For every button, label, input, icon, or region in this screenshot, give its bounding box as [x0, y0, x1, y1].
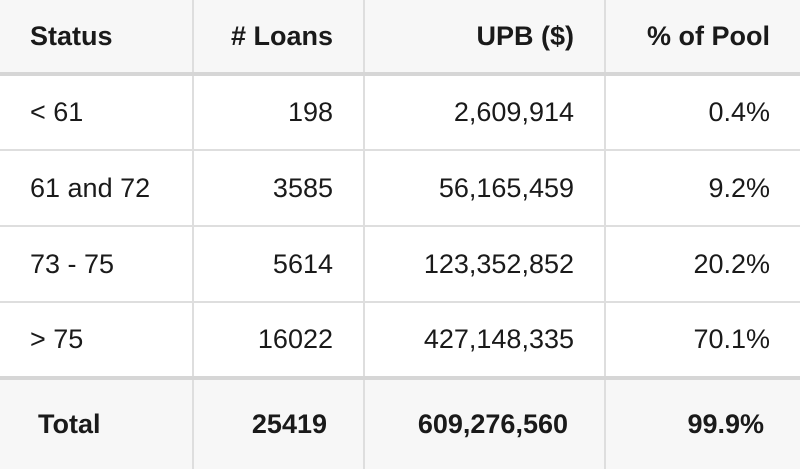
- cell-pool-pct: 9.2%: [604, 149, 800, 227]
- cell-upb: 2,609,914: [363, 73, 606, 151]
- table-row: > 75 16022 427,148,335 70.1%: [0, 301, 800, 378]
- header-row: Status # Loans UPB ($) % of Pool: [0, 0, 800, 76]
- total-pool-pct: 99.9%: [604, 376, 800, 469]
- table-header: Status # Loans UPB ($) % of Pool: [0, 0, 800, 76]
- cell-status: 61 and 72: [0, 149, 194, 227]
- total-row: Total 25419 609,276,560 99.9%: [0, 376, 800, 469]
- cell-upb: 427,148,335: [363, 301, 606, 378]
- cell-upb: 56,165,459: [363, 149, 606, 227]
- cell-upb: 123,352,852: [363, 225, 606, 303]
- header-upb: UPB ($): [363, 0, 606, 76]
- header-pool-pct: % of Pool: [604, 0, 800, 76]
- total-upb: 609,276,560: [363, 376, 606, 469]
- cell-pool-pct: 70.1%: [604, 301, 800, 378]
- cell-loans: 198: [192, 73, 365, 151]
- cell-pool-pct: 0.4%: [604, 73, 800, 151]
- cell-loans: 5614: [192, 225, 365, 303]
- header-loans: # Loans: [192, 0, 365, 76]
- cell-pool-pct: 20.2%: [604, 225, 800, 303]
- cell-status: < 61: [0, 73, 194, 151]
- table-body: < 61 198 2,609,914 0.4% 61 and 72 3585 5…: [0, 73, 800, 378]
- total-loans: 25419: [192, 376, 365, 469]
- table-row: 73 - 75 5614 123,352,852 20.2%: [0, 225, 800, 303]
- total-label: Total: [0, 376, 194, 469]
- table-footer: Total 25419 609,276,560 99.9%: [0, 376, 800, 469]
- header-status: Status: [0, 0, 194, 76]
- cell-status: 73 - 75: [0, 225, 194, 303]
- table-row: 61 and 72 3585 56,165,459 9.2%: [0, 149, 800, 227]
- cell-loans: 16022: [192, 301, 365, 378]
- table-row: < 61 198 2,609,914 0.4%: [0, 73, 800, 151]
- cell-loans: 3585: [192, 149, 365, 227]
- cell-status: > 75: [0, 301, 194, 378]
